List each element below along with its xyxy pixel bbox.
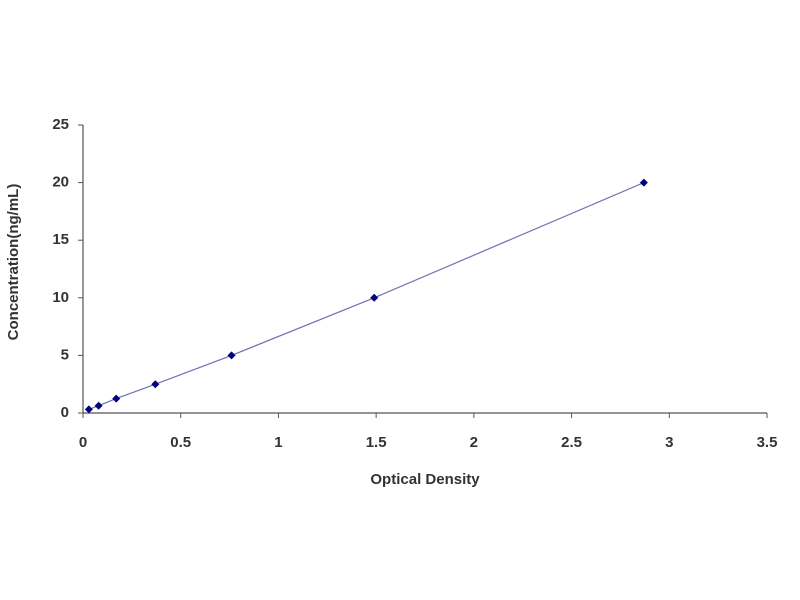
x-tick-label: 3.5 [757, 434, 778, 451]
y-tick-label: 25 [52, 116, 69, 133]
y-tick-label: 5 [61, 346, 69, 363]
data-point [370, 293, 379, 302]
data-point [112, 394, 121, 403]
data-line [88, 182, 645, 410]
data-point [227, 351, 236, 360]
x-tick-label: 2.5 [561, 434, 582, 451]
x-tick-label: 1.5 [366, 434, 387, 451]
x-tick-label: 3 [665, 434, 673, 451]
y-tick-label: 15 [52, 231, 69, 248]
x-tick-label: 0 [79, 434, 87, 451]
y-axis-label: Concentration(ng/mL) [5, 184, 22, 341]
x-axis-label: Optical Density [370, 471, 480, 488]
data-point [94, 401, 103, 410]
data-point [151, 380, 160, 389]
x-tick-label: 0.5 [170, 434, 191, 451]
data-point [84, 405, 93, 414]
x-tick-label: 2 [470, 434, 478, 451]
y-tick-label: 20 [52, 174, 69, 191]
x-tick-label: 1 [274, 434, 282, 451]
data-point [639, 178, 648, 187]
y-tick-label: 10 [52, 289, 69, 306]
y-tick-label: 0 [61, 404, 69, 421]
